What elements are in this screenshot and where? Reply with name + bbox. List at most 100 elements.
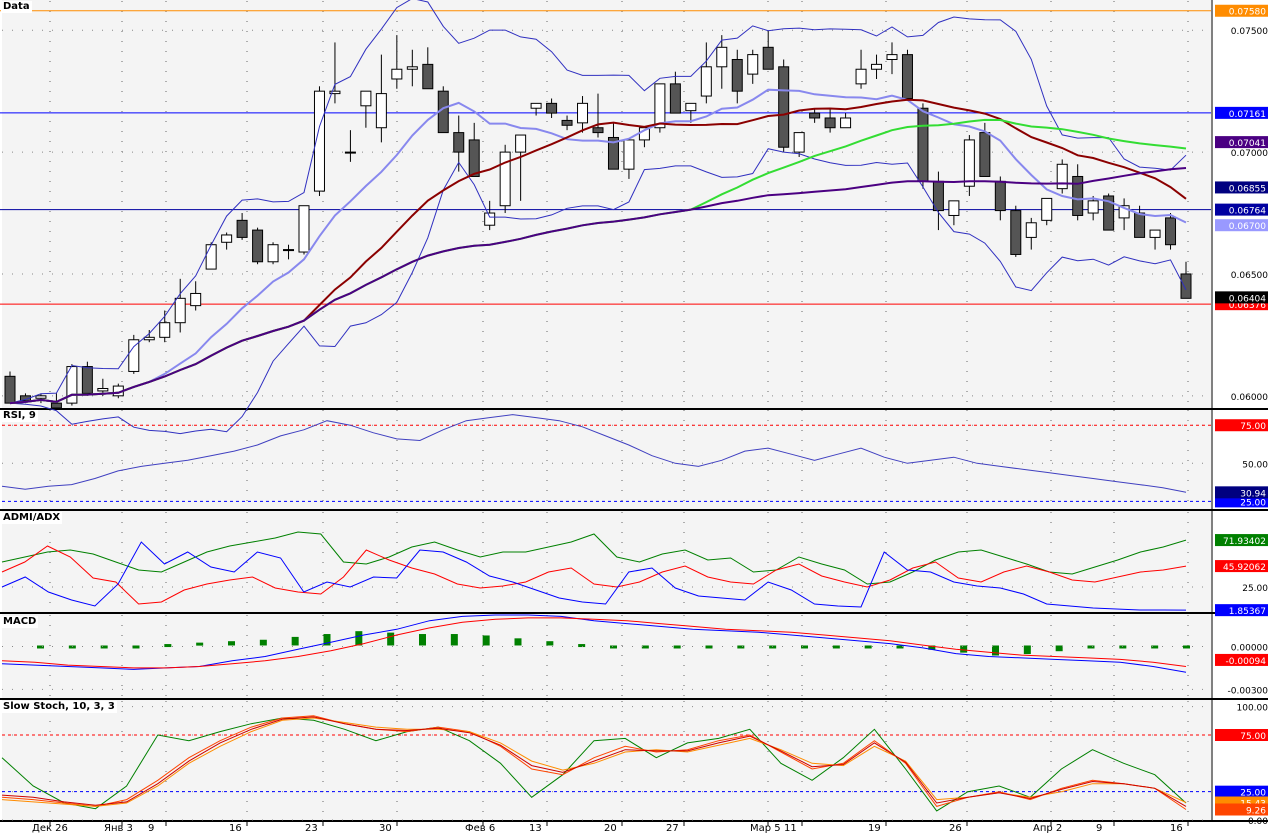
price-value-tag-2: 0.06700	[1229, 222, 1266, 232]
x-tick-label-13: 26	[949, 823, 962, 834]
macd-histogram-bar-22	[737, 645, 745, 649]
price-hline-tag-3: 0.06376	[1229, 301, 1266, 311]
candle-body-45	[700, 66, 712, 97]
candle-body-71	[1103, 195, 1115, 231]
rsi-hline-tag-1-bg	[1215, 495, 1268, 508]
candle-body-74	[1149, 229, 1161, 238]
x-tick-label-14: Апр 2	[1033, 823, 1062, 834]
macd-histogram-bar-27	[896, 645, 904, 649]
candle-body-65	[1010, 210, 1022, 255]
price-pane-title: Data	[1, 1, 32, 13]
x-tick-label-7: 13	[529, 823, 542, 834]
candle-body-35	[546, 102, 558, 114]
price-value-tag-0: 0.07041	[1229, 139, 1266, 149]
stoch-tick-label-3: 0.00	[1248, 817, 1268, 827]
candle-body-52	[809, 112, 821, 119]
candle-body-75	[1165, 217, 1177, 246]
candle-body-72	[1118, 205, 1130, 219]
stoch-series-0-line	[1, 717, 1187, 812]
candle-body-9	[143, 336, 155, 341]
macd-histogram-bar-9	[323, 634, 331, 646]
x-tick-label-9: 27	[666, 823, 679, 834]
macd-histogram-bar-28	[928, 645, 936, 650]
candle-body-39	[607, 136, 619, 170]
candle-body-66	[1025, 222, 1037, 238]
price-hline-tag-0-bg	[1215, 4, 1268, 17]
candle-body-70	[1087, 200, 1099, 214]
macd-histogram-bar-20	[673, 645, 681, 649]
stoch-hline-tag-0-bg	[1215, 729, 1268, 741]
candle-body-27	[422, 63, 434, 90]
x-tick-label-8: 20	[604, 823, 617, 834]
macd-histogram-bar-35	[1151, 645, 1159, 649]
candle-body-19	[298, 205, 310, 253]
rsi-hline-tag-0: 75.00	[1240, 422, 1266, 432]
candle-body-58	[901, 54, 913, 99]
adx-series-1-line	[1, 545, 1187, 605]
macd-histogram-bar-15	[514, 638, 522, 646]
macd-value-tag-0: -0.00094	[1226, 657, 1267, 667]
stoch-value-tag-1-bg	[1215, 803, 1268, 816]
macd-histogram-bar-2	[100, 645, 108, 649]
macd-histogram-bar-8	[291, 636, 299, 646]
stoch-series-1-line	[1, 715, 1187, 810]
adx-tick-label-0: 25.00	[1242, 584, 1268, 594]
plot-area	[2, 0, 1211, 822]
price-tick-label-3: 0.06000	[1231, 393, 1268, 403]
candle-body-24	[375, 93, 387, 129]
macd-histogram-bar-21	[705, 645, 713, 649]
adx-value-tag-0-bg	[1215, 534, 1268, 547]
macd-histogram-bar-30	[992, 645, 999, 656]
macd-histogram-bar-11	[387, 632, 395, 646]
price-tick-label-0: 0.07500	[1231, 27, 1268, 37]
x-tick-label-0: Дек 26	[32, 823, 68, 834]
candle-body-13	[205, 244, 217, 270]
x-tick-label-16: 16	[1170, 823, 1183, 834]
candle-body-17	[267, 244, 279, 263]
candle-body-32	[499, 151, 511, 207]
price-value-tag-1: 0.06855	[1229, 184, 1266, 194]
stoch-hline-tag-1-bg	[1215, 785, 1268, 798]
stoch-pane-title: Slow Stoch, 10, 3, 3	[1, 701, 117, 713]
price-hline-tag-1: 0.07161	[1229, 110, 1266, 120]
candle-body-73	[1134, 212, 1146, 238]
price-value-tag-1-bg	[1215, 181, 1268, 194]
candle-body-44	[685, 102, 697, 112]
candle-body-5	[81, 366, 93, 394]
price-hline-tag-1-bg	[1215, 106, 1268, 119]
macd-tick-label-1: -0.00300	[1228, 686, 1268, 696]
candle-body-0	[4, 375, 16, 404]
candle-body-55	[855, 68, 867, 85]
adx-pane-title: ADMI/ADX	[1, 512, 63, 524]
x-tick-label-2: 9	[148, 823, 154, 834]
candle-body-56	[871, 63, 883, 70]
x-tick-label-10: Мар 5	[750, 823, 781, 834]
macd-histogram-bar-13	[450, 634, 458, 646]
macd-histogram-bar-26	[864, 645, 872, 649]
macd-histogram-bar-14	[482, 635, 490, 646]
price-hline-tag-2: 0.06764	[1229, 207, 1266, 217]
candle-body-42	[654, 83, 666, 129]
candle-body-16	[252, 229, 264, 263]
price-value-tag-0-bg	[1215, 136, 1268, 149]
candle-body-33	[515, 134, 527, 153]
macd-histogram-bar-17	[578, 644, 586, 648]
adx-value-tag-1-bg	[1215, 560, 1268, 573]
adx-value-tag-0: 71.93402	[1223, 537, 1266, 547]
rsi-series-0-line	[1, 414, 1187, 493]
rsi-tick-label-1: 50.00	[1242, 460, 1268, 470]
macd-histogram-bar-18	[610, 645, 617, 649]
candle-body-47	[731, 58, 743, 92]
candle-body-1	[19, 395, 31, 402]
price-value-tag-3-bg	[1215, 291, 1268, 304]
candle-body-20	[313, 90, 325, 192]
candle-body-62	[963, 139, 975, 187]
price-value-tag-3: 0.06404	[1229, 294, 1266, 304]
candle-body-36	[561, 119, 573, 126]
candle-body-43	[669, 83, 681, 114]
stoch-hline-tag-1: 25.00	[1240, 789, 1266, 799]
adx-series-2-line	[1, 541, 1187, 611]
macd-tick-label-0: 0.00000	[1231, 643, 1268, 653]
rsi-pane-title: RSI, 9	[1, 410, 38, 422]
adx-value-tag-2: 1.85367	[1229, 607, 1266, 617]
